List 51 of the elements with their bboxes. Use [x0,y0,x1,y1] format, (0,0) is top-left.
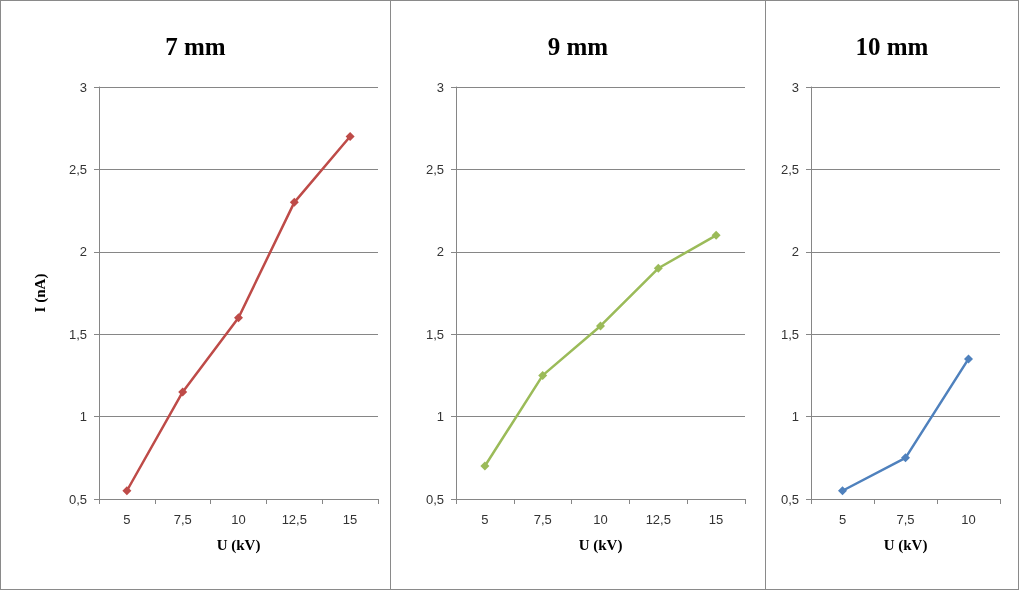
y-tick-label: 1,5 [425,326,444,342]
y-tick-label: 0,5 [68,491,87,507]
chart-title: 9 mm [547,33,609,60]
y-tick-label: 1 [791,409,799,425]
chart-title: 10 mm [855,33,929,60]
y-tick-label: 2 [791,244,799,260]
x-tick-label: 10 [593,512,608,527]
point [901,453,910,463]
y-tick-label: 1 [79,409,87,425]
y-axis-title: I (nA) [31,273,49,313]
x-tick-label: 15 [708,512,724,527]
y-tick-label: 0,5 [425,491,444,507]
x-tick-label: 5 [123,512,131,527]
point [122,486,132,496]
x-tick-label: 7,5 [533,512,552,527]
y-tick-label: 2,5 [68,161,87,177]
x-tick-label: 7,5 [896,512,915,527]
x-tick-label: 10 [961,512,976,527]
point [964,354,973,364]
point [711,230,721,240]
x-axis-title: U (kV) [578,536,623,554]
y-tick-label: 3 [436,79,444,95]
y-tick-label: 1,5 [780,326,799,342]
y-tick-label: 3 [79,79,87,95]
point [289,197,299,207]
x-tick-label: 5 [838,512,847,527]
x-tick-label: 5 [481,512,489,527]
x-tick-label: 7,5 [173,512,192,527]
y-tick-label: 1,5 [68,326,87,342]
x-axis-title: U (kV) [883,536,928,554]
y-tick-label: 2,5 [780,161,799,177]
point [234,313,243,323]
x-tick-label: 15 [342,512,358,527]
x-tick-label: 10 [231,512,246,527]
point [538,370,548,380]
x-axis-title: U (kV) [216,536,261,554]
point [178,387,188,397]
y-tick-label: 3 [791,79,799,95]
x-tick-label: 12,5 [281,512,307,527]
point [838,486,847,496]
y-tick-label: 0,5 [780,491,799,507]
y-tick-label: 2 [436,244,444,260]
x-tick-label: 12,5 [645,512,671,527]
y-tick-label: 2 [79,244,87,260]
y-tick-label: 1 [436,409,444,425]
point [345,131,355,141]
point [596,321,605,331]
chart-title: 7 mm [165,33,226,60]
point [480,461,490,471]
y-tick-label: 2,5 [425,161,444,177]
point [653,263,663,273]
